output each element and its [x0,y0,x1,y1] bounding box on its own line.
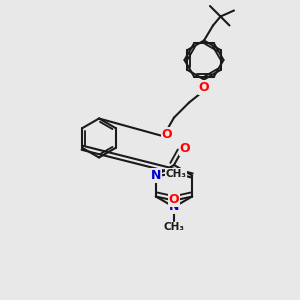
Text: CH₃: CH₃ [165,169,186,179]
Text: CH₃: CH₃ [164,222,184,232]
Text: O: O [161,128,172,141]
Text: N: N [169,200,179,214]
Text: O: O [199,81,209,94]
Text: O: O [169,193,179,206]
Text: O: O [169,193,179,206]
Text: N: N [151,169,161,182]
Text: O: O [179,142,190,155]
